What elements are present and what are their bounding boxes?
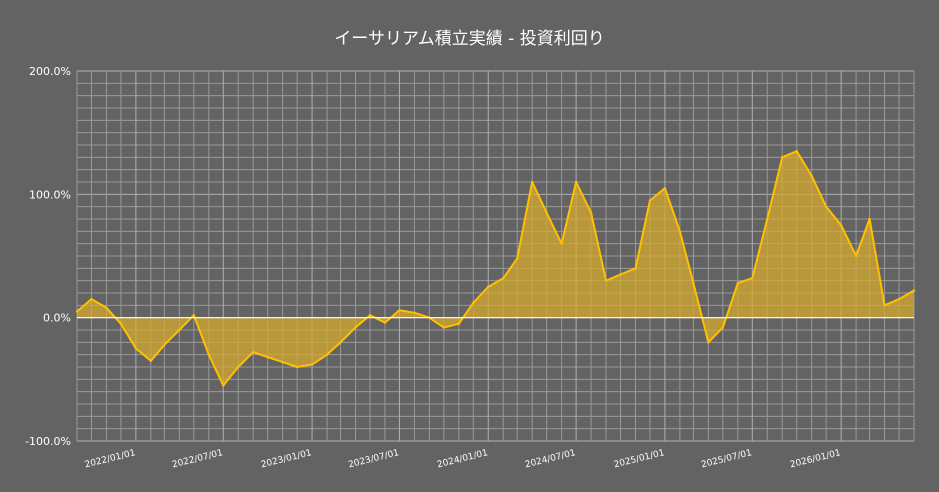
data-point [134,347,138,350]
data-point [574,180,578,184]
data-point [442,326,446,329]
x-tick-label: 2026/01/01 [789,448,842,470]
data-point [398,309,401,312]
data-point [310,363,314,366]
data-point [766,217,769,221]
chart-title: イーサリアム積立実績 - 投資利回り [334,29,605,49]
data-point [502,277,505,280]
data-point [339,341,342,344]
data-point [251,351,255,354]
x-tick-label: 2023/01/01 [260,448,313,470]
data-point [119,322,123,326]
area-layer [75,149,916,387]
x-tick-label: 2024/07/01 [524,448,577,470]
data-point [692,281,695,285]
data-point [163,343,166,346]
data-point [751,277,754,280]
data-point [266,355,269,359]
x-tick-label: 2024/01/01 [436,448,489,470]
y-tick-label: 100.0% [29,188,71,201]
data-point [912,289,916,292]
data-point [325,353,329,356]
data-point [736,281,740,285]
data-point [413,311,416,314]
data-point [222,384,225,387]
data-point [487,285,490,289]
data-point [178,328,181,332]
data-point [604,279,608,282]
data-point [897,297,901,301]
data-point [678,230,682,233]
data-point [295,365,299,369]
data-point [589,211,593,215]
x-tick-label: 2022/01/01 [84,448,137,470]
data-point [795,149,798,153]
data-point [90,297,93,301]
data-point [516,257,519,260]
y-tick-label: 200.0% [29,65,71,78]
data-point [883,304,886,307]
series-line [76,150,915,387]
data-point [560,242,563,245]
data-point [854,254,858,258]
y-tick-label: -100.0% [25,435,71,448]
data-point [530,180,534,184]
x-tick-label: 2023/07/01 [347,448,400,470]
data-point [721,326,725,329]
data-point [237,365,240,369]
data-point [663,186,667,190]
data-point [207,353,210,356]
x-tick-label: 2022/07/01 [171,448,224,470]
data-point [868,217,871,221]
data-point [472,301,475,305]
data-point [839,223,843,227]
data-point [634,267,637,270]
data-point [781,156,784,159]
data-point [648,199,652,202]
data-point [545,211,548,215]
data-point [619,273,622,276]
data-point [105,306,108,309]
data-point [354,326,357,329]
data-point [192,314,196,317]
data-point [457,322,461,326]
data-point [824,205,828,208]
data-point [707,341,710,344]
data-point [368,314,372,317]
data-point [810,174,813,178]
data-point [75,310,79,313]
data-point [149,359,153,363]
data-point [281,360,284,364]
x-tick-label: 2025/07/01 [700,448,753,470]
data-point [383,321,387,324]
x-tick-label: 2025/01/01 [613,448,666,470]
y-tick-label: 0.0% [43,312,71,325]
